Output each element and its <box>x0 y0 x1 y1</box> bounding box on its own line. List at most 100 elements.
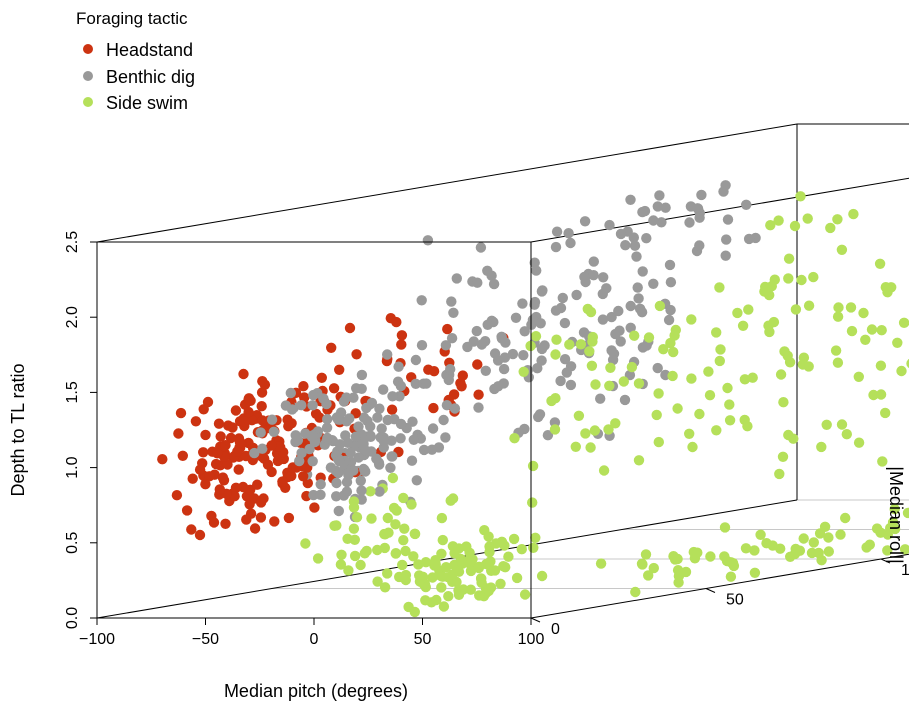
point-side-swim <box>665 337 676 349</box>
point-benthic-dig <box>654 190 665 201</box>
point-benthic-dig <box>684 217 695 228</box>
point-benthic-dig <box>720 180 731 191</box>
point-benthic-dig <box>652 201 663 212</box>
point-side-swim <box>530 331 542 342</box>
point-benthic-dig <box>482 265 493 276</box>
point-headstand <box>215 431 226 442</box>
point-benthic-dig <box>426 444 438 455</box>
point-side-swim <box>724 415 736 426</box>
point-headstand <box>252 479 263 490</box>
point-side-swim <box>399 523 410 534</box>
point-headstand <box>298 471 309 482</box>
point-side-swim <box>509 433 520 444</box>
point-benthic-dig <box>387 391 398 402</box>
point-side-swim <box>841 429 852 440</box>
point-side-swim <box>796 274 807 286</box>
point-headstand <box>194 464 206 475</box>
point-headstand <box>181 505 193 516</box>
point-side-swim <box>790 304 802 315</box>
point-side-swim <box>737 320 749 331</box>
point-benthic-dig <box>500 337 511 348</box>
legend-title: Foraging tactic <box>76 9 188 28</box>
point-side-swim <box>483 585 494 597</box>
point-side-swim <box>686 373 697 384</box>
point-side-swim <box>825 222 836 234</box>
point-benthic-dig <box>448 307 459 318</box>
point-side-swim <box>714 282 725 293</box>
box-edge <box>96 123 798 243</box>
point-side-swim <box>551 334 562 345</box>
point-benthic-dig <box>418 444 430 456</box>
z-tick-label: 2.5 <box>64 231 81 253</box>
point-side-swim <box>336 549 347 560</box>
point-benthic-dig <box>696 189 707 201</box>
y-tick-label: 50 <box>726 592 744 609</box>
point-side-swim <box>633 378 645 389</box>
point-side-swim <box>760 281 771 293</box>
point-benthic-dig <box>597 314 609 325</box>
point-side-swim <box>528 542 539 553</box>
box-edge <box>96 499 798 619</box>
point-benthic-dig <box>722 214 734 225</box>
z-tick-label: 2.0 <box>64 306 81 328</box>
point-benthic-dig <box>615 228 627 240</box>
legend-label-side-swim: Side swim <box>106 93 188 113</box>
point-side-swim <box>654 300 666 312</box>
point-side-swim <box>351 512 363 523</box>
point-headstand <box>238 368 249 380</box>
point-benthic-dig <box>559 354 571 365</box>
point-side-swim <box>845 302 857 313</box>
y-tick-mark <box>530 617 541 623</box>
point-benthic-dig <box>416 340 428 351</box>
x-tick-label: −100 <box>79 631 115 648</box>
point-side-swim <box>669 330 680 341</box>
point-benthic-dig <box>356 485 367 496</box>
point-side-swim <box>832 357 844 368</box>
point-side-swim <box>747 372 758 383</box>
point-benthic-dig <box>356 369 368 381</box>
point-benthic-dig <box>446 296 457 307</box>
y-tick-mark <box>880 558 891 564</box>
point-side-swim <box>343 565 354 576</box>
point-side-swim <box>408 551 419 562</box>
point-benthic-dig <box>557 292 568 304</box>
point-side-swim <box>640 549 652 560</box>
point-side-swim <box>575 339 587 350</box>
point-side-swim <box>372 544 383 556</box>
y-axis-title: |Median roll| <box>886 466 906 563</box>
point-benthic-dig <box>322 432 333 444</box>
point-side-swim <box>527 460 539 472</box>
point-headstand <box>208 517 220 528</box>
point-benthic-dig <box>656 217 667 228</box>
point-side-swim <box>329 520 340 531</box>
point-side-swim <box>465 565 477 577</box>
point-benthic-dig <box>517 298 528 309</box>
point-benthic-dig <box>482 319 493 330</box>
point-side-swim <box>648 562 659 574</box>
point-headstand <box>351 349 362 360</box>
point-headstand <box>299 392 310 403</box>
point-benthic-dig <box>374 403 385 414</box>
point-side-swim <box>715 344 726 355</box>
point-side-swim <box>633 455 645 466</box>
point-side-swim <box>832 311 844 322</box>
point-headstand <box>227 422 238 433</box>
point-side-swim <box>860 334 871 345</box>
x-tick-label: 0 <box>310 631 319 648</box>
point-side-swim <box>658 344 669 355</box>
legend-marker-headstand <box>83 44 93 54</box>
point-side-swim <box>783 253 795 264</box>
data-points <box>157 180 909 618</box>
point-side-swim <box>400 545 411 557</box>
point-side-swim <box>823 532 834 543</box>
point-side-swim <box>427 572 438 583</box>
z-tick-label: 0.5 <box>64 532 81 554</box>
point-side-swim <box>880 282 891 293</box>
point-side-swim <box>489 565 501 576</box>
point-benthic-dig <box>632 282 643 293</box>
point-side-swim <box>853 371 864 382</box>
point-side-swim <box>803 300 815 311</box>
point-headstand <box>256 401 267 412</box>
point-side-swim <box>637 559 648 570</box>
point-benthic-dig <box>257 443 268 454</box>
